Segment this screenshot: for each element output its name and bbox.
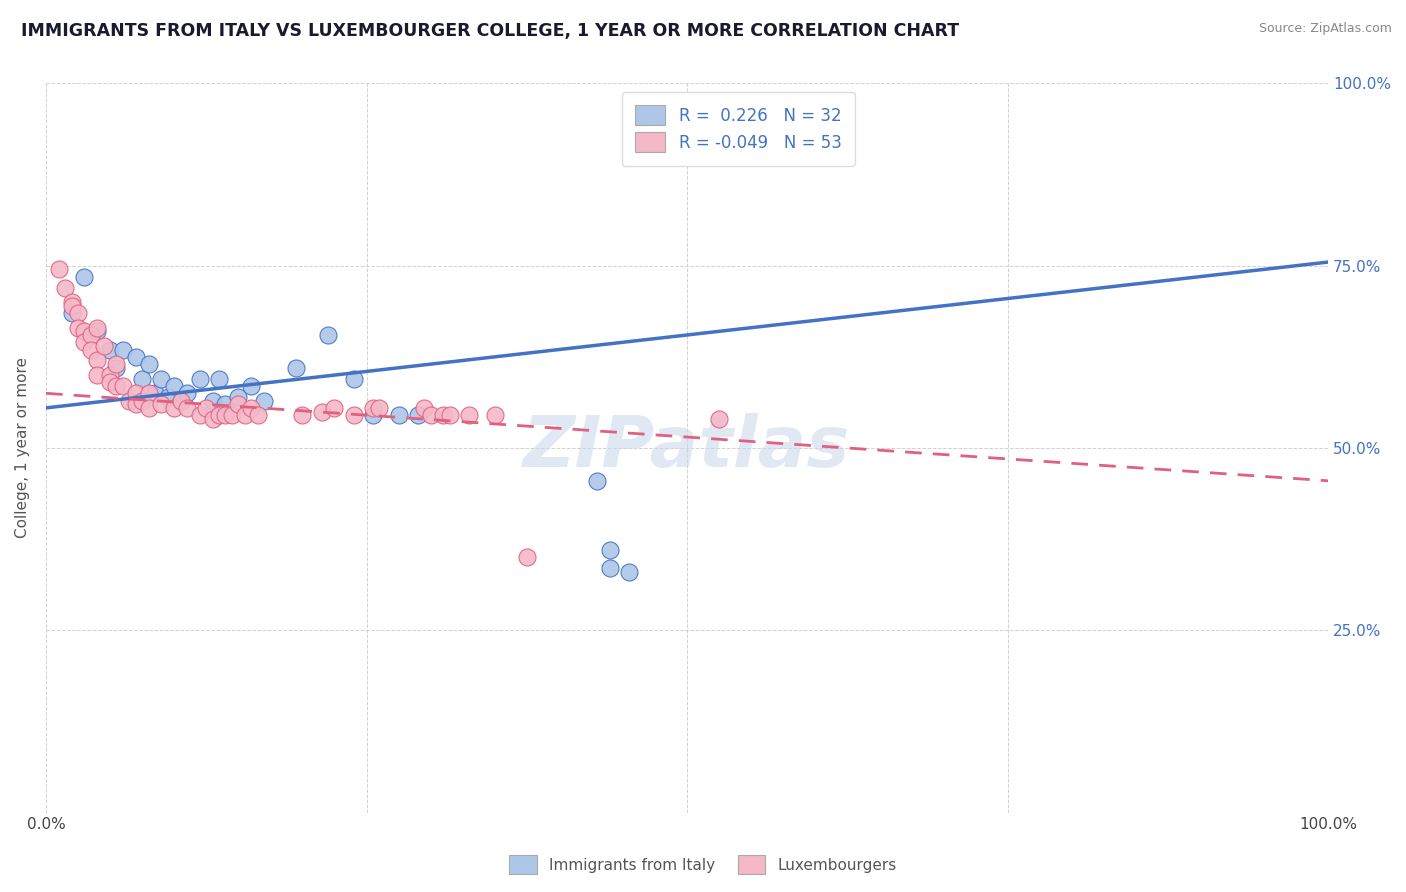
Point: [48, 262, 70, 277]
Text: Source: ZipAtlas.com: Source: ZipAtlas.com: [1258, 22, 1392, 36]
Point: [586, 474, 609, 488]
Point: [80, 343, 103, 357]
Point: [387, 408, 409, 422]
Point: [53, 280, 76, 294]
Point: [323, 401, 346, 415]
Point: [246, 408, 269, 422]
Point: [125, 397, 148, 411]
Point: [233, 408, 256, 422]
Point: [253, 393, 276, 408]
Point: [60, 299, 83, 313]
Point: [188, 372, 211, 386]
Point: [60, 295, 83, 310]
Point: [361, 408, 384, 422]
Point: [98, 376, 121, 390]
Point: [163, 401, 186, 415]
Point: [98, 343, 121, 357]
Point: [484, 408, 506, 422]
Point: [163, 379, 186, 393]
Point: [439, 408, 461, 422]
Point: [226, 390, 249, 404]
Point: [208, 372, 231, 386]
Point: [131, 393, 153, 408]
Point: [105, 360, 128, 375]
Point: [413, 401, 436, 415]
Point: [316, 328, 339, 343]
Point: [214, 397, 236, 411]
Point: [138, 401, 160, 415]
Text: ZIPatlas: ZIPatlas: [523, 414, 851, 483]
Point: [406, 408, 429, 422]
Y-axis label: College, 1 year or more: College, 1 year or more: [15, 358, 30, 539]
Point: [86, 324, 108, 338]
Point: [214, 408, 236, 422]
Point: [138, 357, 160, 371]
Point: [169, 393, 191, 408]
Point: [118, 393, 141, 408]
Point: [195, 401, 218, 415]
Point: [156, 390, 179, 404]
Point: [111, 379, 134, 393]
Point: [311, 404, 333, 418]
Point: [86, 368, 108, 382]
Point: [98, 368, 121, 382]
Point: [221, 408, 243, 422]
Point: [73, 335, 96, 350]
Point: [343, 408, 366, 422]
Point: [419, 408, 441, 422]
Point: [599, 561, 621, 575]
Point: [111, 343, 134, 357]
Point: [86, 320, 108, 334]
Point: [458, 408, 481, 422]
Point: [150, 372, 173, 386]
Point: [201, 412, 224, 426]
Point: [143, 386, 166, 401]
Point: [368, 401, 391, 415]
Point: [73, 269, 96, 284]
Point: [188, 408, 211, 422]
Point: [60, 306, 83, 320]
Point: [66, 306, 89, 320]
Legend: Immigrants from Italy, Luxembourgers: Immigrants from Italy, Luxembourgers: [503, 849, 903, 880]
Point: [516, 550, 538, 565]
Point: [226, 397, 249, 411]
Point: [105, 379, 128, 393]
Point: [707, 412, 730, 426]
Point: [169, 393, 191, 408]
Point: [66, 320, 89, 334]
Point: [361, 401, 384, 415]
Point: [150, 397, 173, 411]
Point: [343, 372, 366, 386]
Point: [73, 324, 96, 338]
Point: [291, 408, 314, 422]
Point: [176, 386, 198, 401]
Point: [599, 543, 621, 558]
Point: [208, 408, 231, 422]
Point: [125, 386, 148, 401]
Legend: R =  0.226   N = 32, R = -0.049   N = 53: R = 0.226 N = 32, R = -0.049 N = 53: [621, 92, 855, 166]
Point: [80, 328, 103, 343]
Point: [105, 357, 128, 371]
Point: [240, 379, 263, 393]
Text: IMMIGRANTS FROM ITALY VS LUXEMBOURGER COLLEGE, 1 YEAR OR MORE CORRELATION CHART: IMMIGRANTS FROM ITALY VS LUXEMBOURGER CO…: [21, 22, 959, 40]
Point: [125, 350, 148, 364]
Point: [131, 372, 153, 386]
Point: [285, 360, 308, 375]
Point: [201, 393, 224, 408]
Point: [176, 401, 198, 415]
Point: [86, 353, 108, 368]
Point: [619, 565, 641, 579]
Point: [93, 339, 115, 353]
Point: [240, 401, 263, 415]
Point: [138, 386, 160, 401]
Point: [432, 408, 454, 422]
